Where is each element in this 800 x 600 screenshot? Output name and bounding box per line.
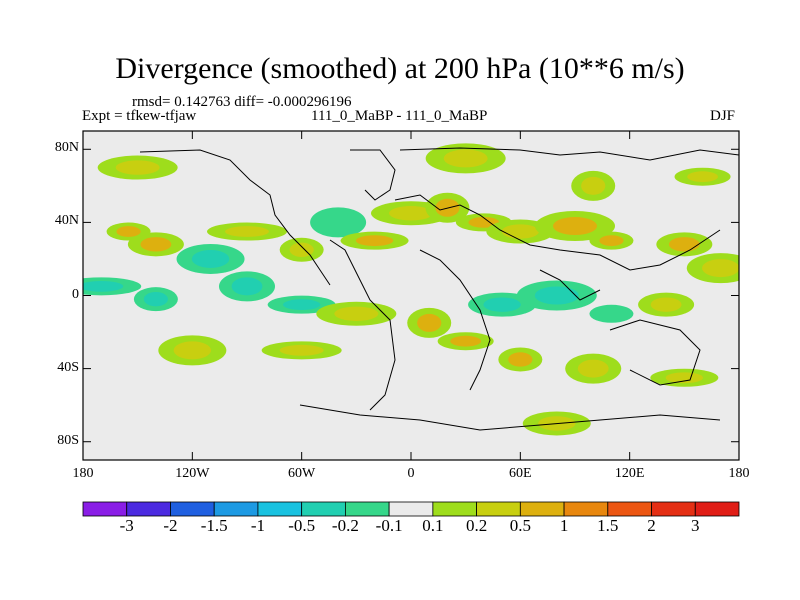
field-core: [687, 171, 718, 183]
colorbar-label: 1: [559, 516, 569, 535]
colorbar-swatch: [301, 501, 346, 517]
colorbar-label: -2: [163, 516, 178, 535]
colorbar-label: -0.2: [331, 516, 359, 535]
field-core: [83, 280, 124, 292]
colorbar-label: -3: [119, 516, 134, 535]
field-core: [417, 313, 442, 332]
coastlines: [139, 147, 739, 431]
field-core: [702, 259, 739, 278]
field-core: [450, 335, 482, 347]
plot-title: Divergence (smoothed) at 200 hPa (10**6 …: [115, 52, 685, 85]
colorbar-label: -1: [250, 516, 265, 535]
field-core: [668, 237, 700, 252]
field-core: [143, 291, 168, 307]
colorbar-label: 2: [647, 516, 656, 535]
colorbar-swatch: [82, 501, 128, 517]
field-core: [334, 306, 379, 321]
colorbar-swatch: [213, 501, 259, 517]
field-core: [650, 297, 682, 312]
field-core: [665, 372, 704, 384]
season-label: DJF: [710, 108, 736, 124]
y-tick-label: 0: [72, 286, 79, 302]
x-tick-label: 120W: [175, 466, 210, 481]
colorbar-swatch: [126, 501, 171, 517]
field-core: [173, 341, 212, 360]
colorbar-swatch: [694, 501, 740, 517]
colorbar-swatch: [607, 501, 652, 517]
x-tick-label: 60E: [509, 466, 532, 481]
field-core: [116, 226, 141, 237]
colorbar-swatch: [344, 501, 390, 517]
y-tick-label: 40N: [54, 213, 79, 229]
colorbar-swatch: [257, 501, 303, 517]
colorbar-label: 3: [691, 516, 700, 535]
colorbar-label: 0.5: [509, 516, 531, 535]
field-core: [389, 206, 433, 221]
colorbar-label: 0.2: [465, 516, 488, 535]
y-tick-label: 80N: [54, 140, 79, 156]
x-tick-label: 0: [407, 466, 415, 481]
field-core: [501, 224, 540, 239]
colorbar-swatch: [476, 501, 521, 517]
x-tick-label: 120E: [614, 466, 645, 481]
field-core: [553, 217, 597, 236]
field-core: [577, 359, 609, 378]
coastline: [139, 149, 331, 286]
field-core: [279, 344, 324, 356]
field-core: [443, 149, 488, 168]
field-core: [468, 216, 500, 228]
coastline: [299, 404, 721, 431]
field-core: [140, 237, 172, 252]
colorbar-label: -1.5: [200, 516, 228, 535]
stats-text: rmsd= 0.142763 diff= -0.000296196: [132, 94, 352, 110]
colorbar: [82, 501, 740, 517]
plot-area: [83, 131, 739, 460]
field-core: [225, 226, 269, 237]
axis-ticks: [82, 131, 740, 460]
field-core: [115, 160, 160, 175]
x-tick-label: 60W: [288, 466, 316, 481]
field-core: [322, 213, 354, 232]
colorbar-label: -0.5: [288, 516, 316, 535]
colorbar-label: 1.5: [597, 516, 619, 535]
y-tick-label: 80S: [57, 432, 79, 448]
field-core: [231, 277, 263, 296]
y-tick-label: 40S: [57, 359, 79, 375]
coastline: [419, 249, 491, 391]
field-core: [483, 297, 521, 312]
colorbar-swatch: [519, 501, 565, 517]
coastline: [394, 194, 721, 271]
field-core: [599, 235, 624, 247]
colorbar-swatch: [170, 501, 215, 517]
coastline: [609, 319, 701, 386]
field-core: [599, 308, 624, 320]
colorbar-label: 0.1: [422, 516, 444, 535]
experiment-label: Expt = tfkew-tfjaw: [82, 108, 197, 124]
cases-label: 111_0_MaBP - 111_0_MaBP: [311, 108, 488, 124]
colorbar-swatch: [432, 501, 478, 517]
x-tick-label: 180: [728, 466, 750, 481]
coastline: [350, 149, 396, 201]
field-core: [355, 235, 394, 247]
field-core: [508, 352, 533, 367]
field-core: [282, 299, 321, 311]
colorbar-swatch: [651, 501, 696, 517]
field-core: [191, 249, 230, 268]
field-core: [534, 286, 579, 305]
field-core: [581, 176, 606, 195]
x-tick-label: 180: [72, 466, 94, 481]
coastline: [539, 269, 601, 301]
colorbar-swatch: [563, 501, 609, 517]
coastline: [329, 239, 396, 411]
coastline: [399, 147, 739, 161]
colorbar-label: -0.1: [375, 516, 403, 535]
colorbar-swatch: [388, 501, 434, 517]
